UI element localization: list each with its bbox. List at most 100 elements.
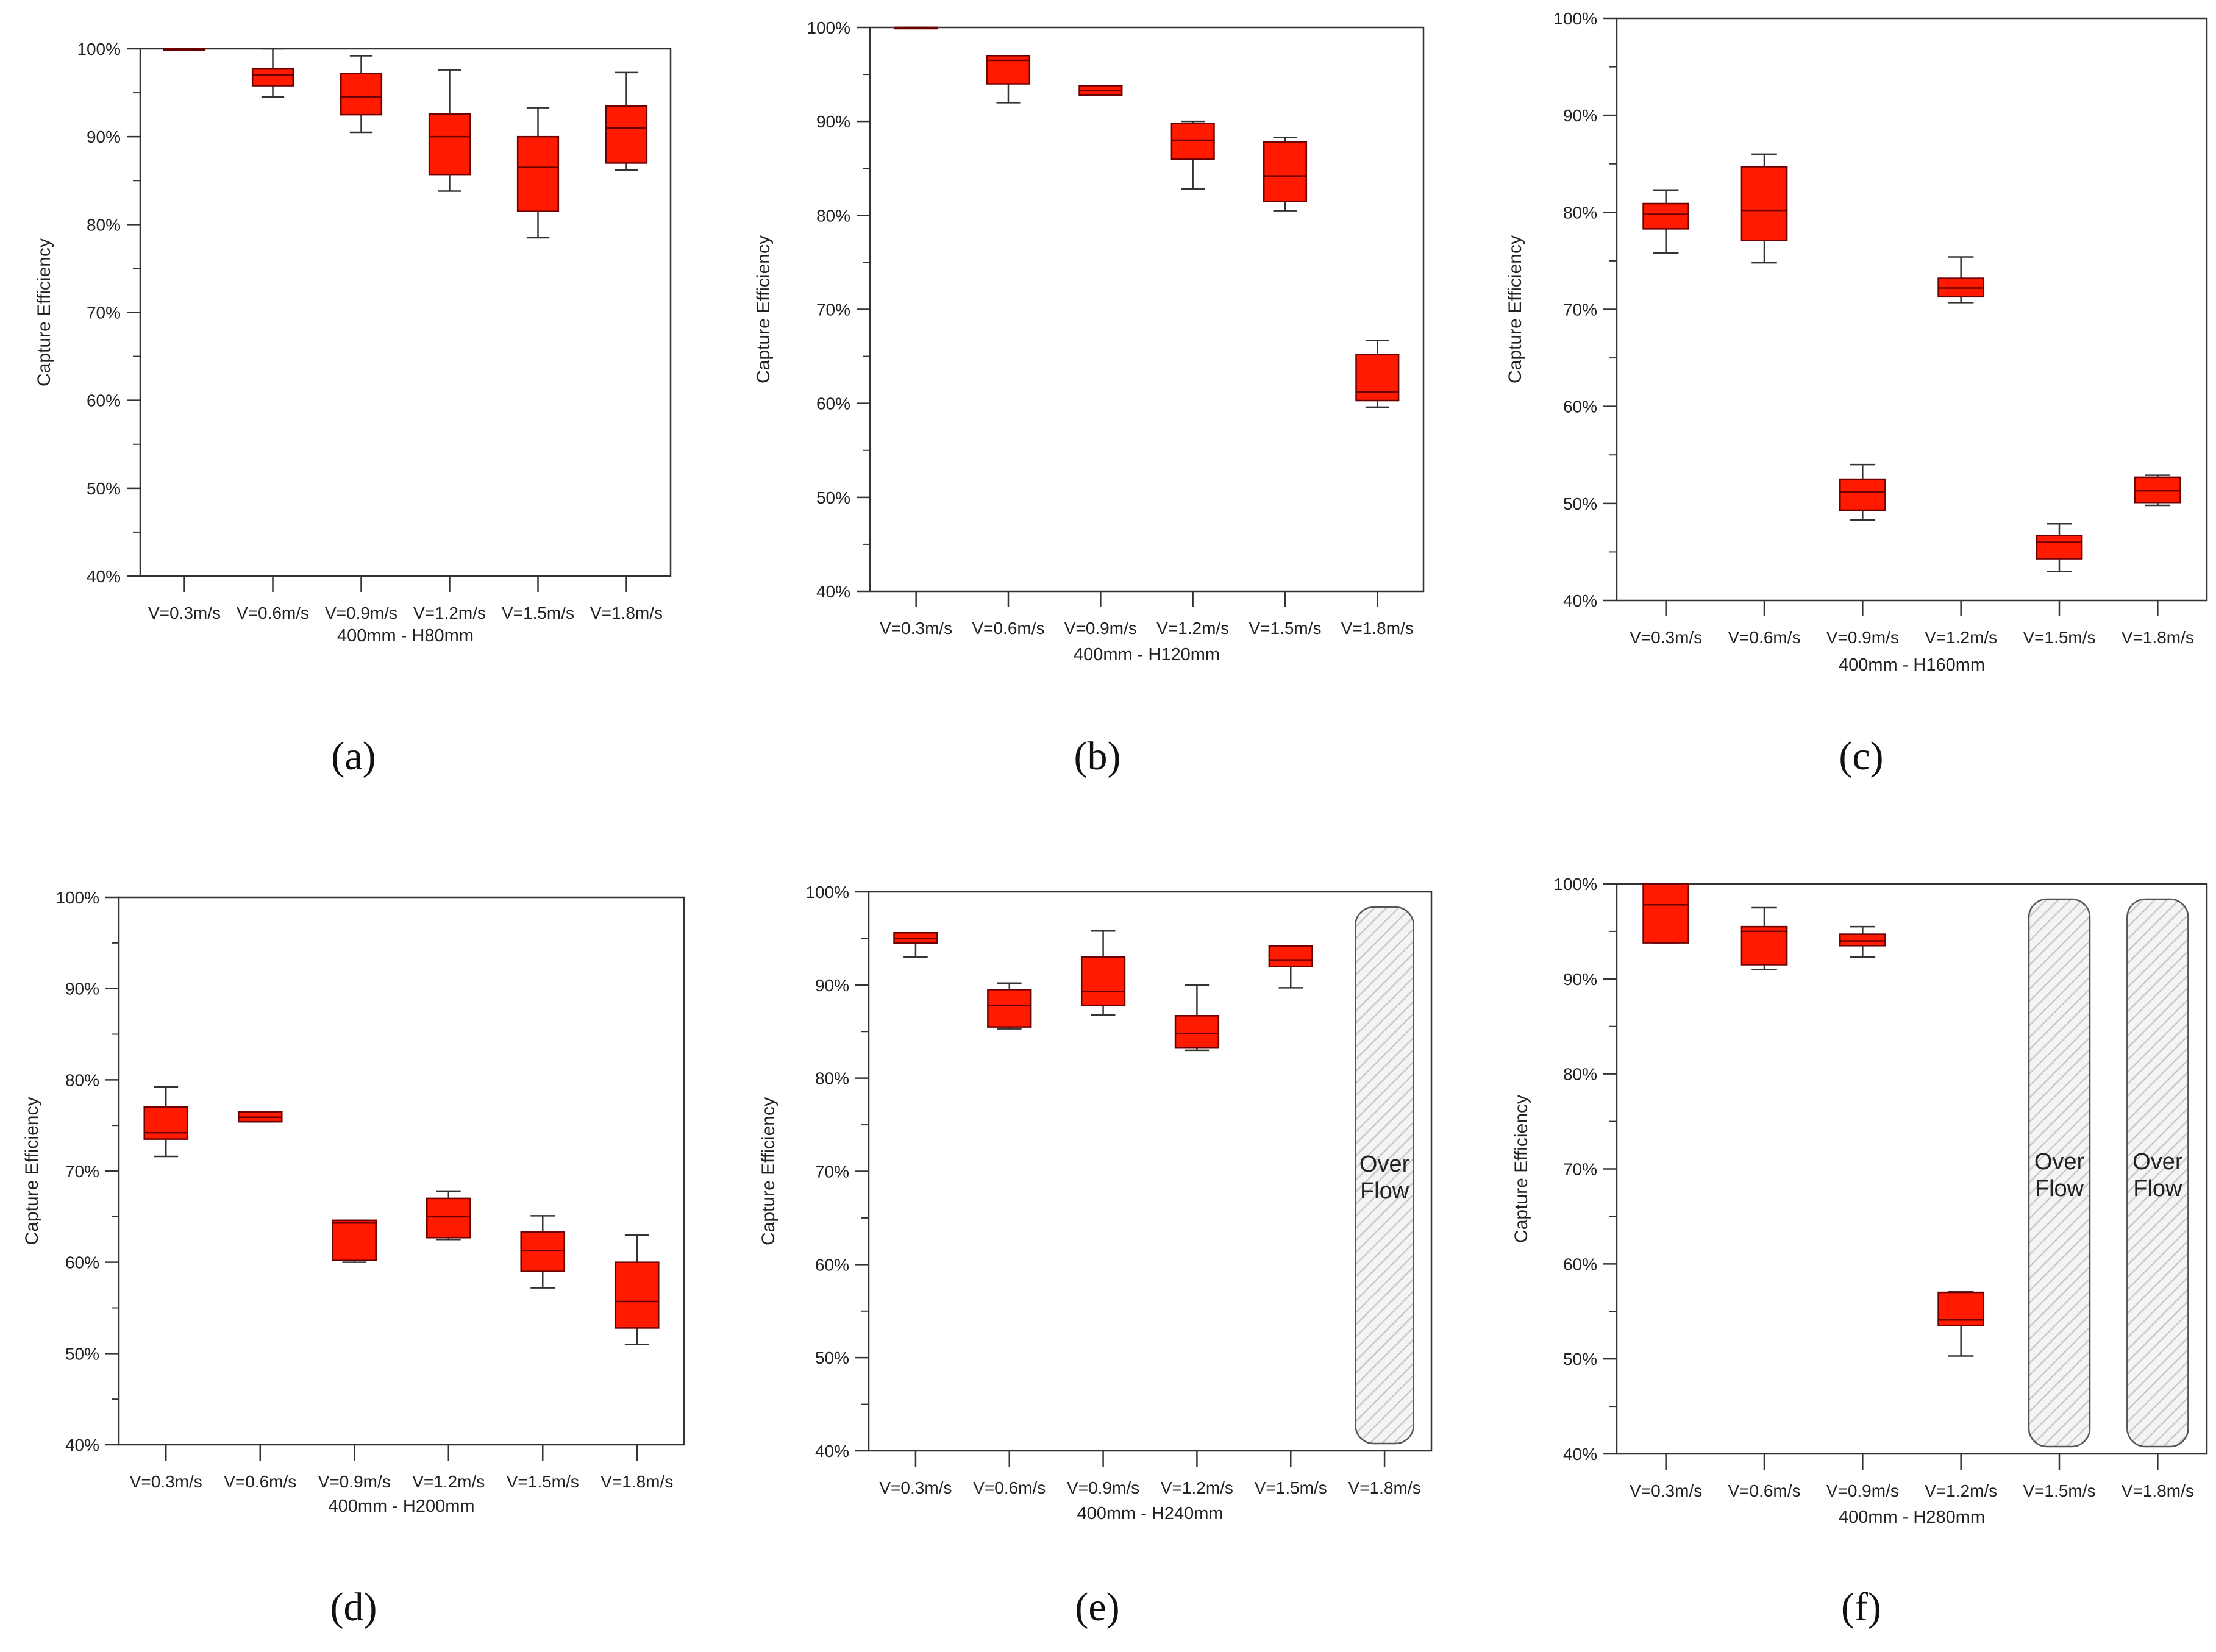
y-tick-label: 100% xyxy=(807,18,850,37)
overflow-label-line1: Over xyxy=(1359,1152,1410,1177)
box-body xyxy=(987,989,1032,1028)
x-tick-label: V=1.5m/s xyxy=(2023,1481,2095,1500)
panel-label: (f) xyxy=(1841,1585,1881,1629)
x-tick-label: V=0.9m/s xyxy=(1067,1478,1139,1497)
y-tick-label: 80% xyxy=(1563,203,1597,222)
x-tick-label: V=1.2m/s xyxy=(1161,1478,1233,1497)
box-body xyxy=(1839,933,1886,947)
box-body xyxy=(426,1197,471,1239)
box-body xyxy=(1642,202,1690,230)
box-3 xyxy=(332,1219,377,1263)
y-tick-label: 90% xyxy=(1563,106,1597,125)
plot-frame xyxy=(1616,883,2208,1455)
y-tick-label: 40% xyxy=(1563,1445,1597,1464)
y-tick-label: 70% xyxy=(816,301,850,319)
box-body xyxy=(251,68,294,87)
box-body xyxy=(516,135,560,212)
box-3 xyxy=(1080,930,1126,1016)
y-tick-label: 70% xyxy=(815,1162,849,1181)
box-4 xyxy=(1174,984,1220,1052)
box-5 xyxy=(2036,523,2083,572)
x-axis-label: 400mm - H240mm xyxy=(1077,1504,1223,1523)
box-3 xyxy=(1078,85,1123,96)
x-tick-label: V=1.8m/s xyxy=(1341,619,1414,638)
y-tick-label: 50% xyxy=(1563,1350,1597,1369)
y-axis-label: Capture Efficiency xyxy=(22,1097,42,1245)
box-2 xyxy=(1740,153,1788,264)
chart-panel-3: 40% 50% 60% 70% 80% 90% 100% Capture Efficiency… xyxy=(1505,9,2208,778)
x-tick-label: V=0.9m/s xyxy=(318,1472,391,1491)
x-tick-label: V=0.9m/s xyxy=(1064,619,1137,638)
x-axis-label: 400mm - H280mm xyxy=(1839,1508,1985,1527)
x-tick-label: V=0.6m/s xyxy=(1728,628,1800,647)
panel-label: (d) xyxy=(330,1585,377,1629)
x-tick-label: V=0.3m/s xyxy=(880,619,952,638)
box-4 xyxy=(426,1190,471,1241)
y-tick-label: 90% xyxy=(1563,970,1597,989)
x-tick-label: V=1.2m/s xyxy=(1925,628,1997,647)
x-tick-label: V=1.5m/s xyxy=(502,603,574,622)
box-body xyxy=(1174,1015,1220,1049)
box-2 xyxy=(987,982,1032,1030)
x-tick-label: V=1.2m/s xyxy=(1925,1481,1997,1500)
y-tick-label: 80% xyxy=(815,1069,849,1088)
box-4 xyxy=(428,69,471,192)
y-axis-label: Capture Efficiency xyxy=(1511,1095,1531,1243)
box-body xyxy=(1642,883,1690,944)
x-tick-label: V=1.8m/s xyxy=(600,1472,673,1491)
y-tick-label: 90% xyxy=(816,112,850,131)
y-tick-label: 100% xyxy=(1553,875,1597,894)
box-body xyxy=(143,1106,189,1140)
x-tick-label: V=1.5m/s xyxy=(507,1472,579,1491)
box-body xyxy=(605,105,648,164)
x-axis-label: 400mm - H80mm xyxy=(337,626,474,646)
box-body xyxy=(428,113,471,176)
overflow-bar xyxy=(1355,906,1415,1445)
box-body xyxy=(2036,535,2083,560)
box-3 xyxy=(1839,463,1886,521)
y-tick-label: 90% xyxy=(815,976,849,995)
y-axis-label: Capture Efficiency xyxy=(754,235,774,383)
x-tick-label: V=0.9m/s xyxy=(1826,628,1899,647)
y-tick-label: 70% xyxy=(1563,1160,1597,1179)
y-tick-label: 50% xyxy=(1563,494,1597,513)
y-tick-label: 100% xyxy=(77,40,121,59)
box-2 xyxy=(986,55,1031,104)
box-1 xyxy=(893,931,938,958)
y-tick-label: 40% xyxy=(815,1442,849,1461)
y-tick-label: 40% xyxy=(1563,591,1597,610)
box-3 xyxy=(1839,925,1886,958)
box-5 xyxy=(1263,137,1308,212)
box-5 xyxy=(1268,945,1313,989)
chart-panel-5: 40% 50% 60% 70% 80% 90% 100% Capture Efficiency… xyxy=(758,883,1433,1629)
y-tick-label: 60% xyxy=(816,394,850,413)
y-tick-label: 60% xyxy=(1563,1255,1597,1273)
box-body xyxy=(1839,478,1886,511)
panel-label: (a) xyxy=(331,734,376,778)
overflow-label-line2: Flow xyxy=(2035,1176,2084,1202)
y-tick-label: 40% xyxy=(65,1436,99,1454)
box-5 xyxy=(516,107,560,239)
box-5 xyxy=(520,1215,566,1289)
panel-label: (c) xyxy=(1839,734,1883,778)
x-tick-label: V=0.6m/s xyxy=(973,1478,1046,1497)
overflow-label-line2: Flow xyxy=(1360,1178,1409,1204)
box-body xyxy=(1355,354,1400,402)
x-tick-label: V=0.6m/s xyxy=(224,1472,296,1491)
x-tick-label: V=0.6m/s xyxy=(237,603,309,622)
x-tick-label: V=1.5m/s xyxy=(1255,1478,1327,1497)
x-tick-label: V=1.2m/s xyxy=(412,1472,485,1491)
overflow-label-line2: Flow xyxy=(2133,1176,2182,1202)
y-tick-label: 60% xyxy=(1563,397,1597,416)
box-body xyxy=(520,1231,566,1272)
y-axis-label: Capture Efficiency xyxy=(758,1097,778,1245)
y-tick-label: 80% xyxy=(87,215,121,234)
x-tick-label: V=1.8m/s xyxy=(2122,1481,2194,1500)
box-1 xyxy=(163,48,206,51)
box-6 xyxy=(2134,474,2181,507)
